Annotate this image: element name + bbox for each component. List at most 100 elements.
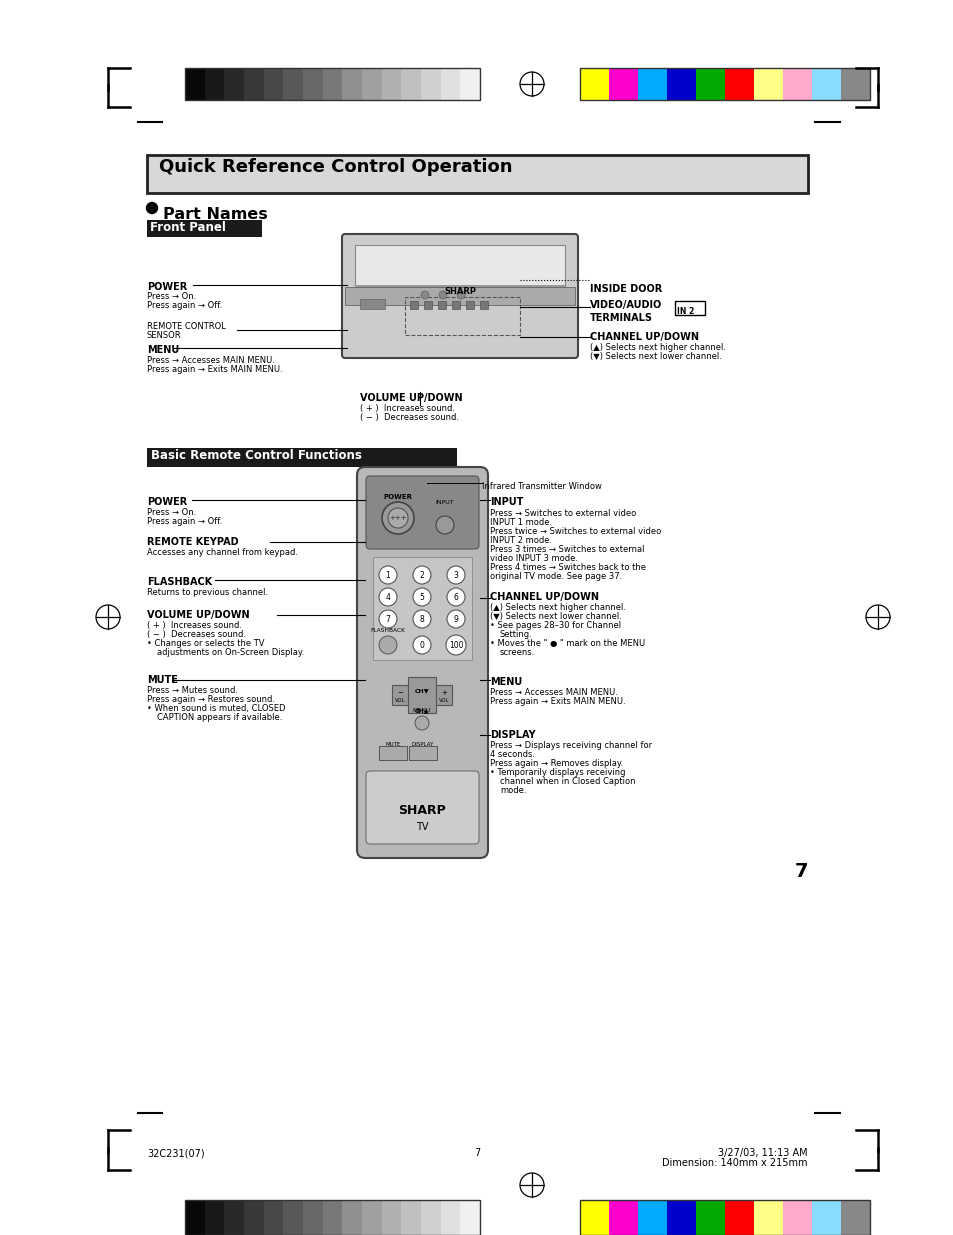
Text: MUTE: MUTE	[385, 741, 400, 746]
Bar	[579, 68, 608, 100]
Bar	[423, 301, 432, 309]
Text: CH▲: CH▲	[415, 709, 429, 714]
Text: Setting.: Setting.	[499, 630, 532, 638]
Text: Press → On.: Press → On.	[147, 508, 196, 517]
Bar	[147, 220, 262, 237]
Text: 7: 7	[474, 1149, 479, 1158]
Bar	[608, 68, 638, 100]
Text: ( − )  Decreases sound.: ( − ) Decreases sound.	[147, 630, 246, 638]
Bar	[410, 301, 417, 309]
Text: CHANNEL UP/DOWN: CHANNEL UP/DOWN	[490, 592, 598, 601]
Bar	[579, 1200, 869, 1235]
FancyBboxPatch shape	[341, 233, 578, 358]
Bar	[355, 245, 564, 287]
Text: SHARP: SHARP	[443, 288, 476, 296]
Bar	[696, 68, 724, 100]
Text: • See pages 28–30 for Channel: • See pages 28–30 for Channel	[490, 621, 620, 630]
Circle shape	[378, 566, 396, 584]
Bar	[355, 285, 564, 289]
Text: • Temporarily displays receiving: • Temporarily displays receiving	[490, 768, 625, 777]
Bar	[437, 301, 446, 309]
Text: mode.: mode.	[499, 785, 526, 795]
Text: ( + )  Increases sound.: ( + ) Increases sound.	[359, 404, 455, 412]
Bar	[401, 1200, 420, 1235]
Bar	[205, 68, 224, 100]
Text: Press again → Removes display.: Press again → Removes display.	[490, 760, 622, 768]
Bar	[841, 1200, 869, 1235]
Bar	[373, 557, 472, 659]
Text: FLASHBACK: FLASHBACK	[147, 577, 212, 587]
Text: ( − )  Decreases sound.: ( − ) Decreases sound.	[359, 412, 458, 422]
Bar	[378, 746, 407, 760]
Text: (▼) Selects next lower channel.: (▼) Selects next lower channel.	[490, 613, 621, 621]
Text: Press again → Restores sound.: Press again → Restores sound.	[147, 695, 274, 704]
Bar	[579, 1200, 608, 1235]
Text: TV: TV	[416, 823, 428, 832]
Bar	[465, 301, 474, 309]
Circle shape	[446, 635, 465, 655]
Text: VIDEO/AUDIO: VIDEO/AUDIO	[589, 300, 661, 310]
Text: Quick Reference Control Operation: Quick Reference Control Operation	[159, 158, 512, 177]
Bar	[753, 68, 782, 100]
Bar	[666, 68, 696, 100]
Bar	[205, 1200, 224, 1235]
Text: CHANNEL UP/DOWN: CHANNEL UP/DOWN	[589, 332, 699, 342]
Text: SENSOR: SENSOR	[147, 331, 181, 340]
Text: Basic Remote Control Functions: Basic Remote Control Functions	[151, 450, 361, 462]
Bar	[401, 68, 420, 100]
Bar	[185, 1200, 205, 1235]
Text: Press 4 times → Switches back to the: Press 4 times → Switches back to the	[490, 563, 645, 572]
Bar	[782, 1200, 811, 1235]
Circle shape	[381, 501, 414, 534]
Text: video INPUT 3 mode.: video INPUT 3 mode.	[490, 555, 578, 563]
Circle shape	[438, 291, 447, 299]
Bar	[224, 1200, 244, 1235]
Bar	[841, 68, 869, 100]
Bar	[420, 1200, 440, 1235]
Bar	[408, 677, 436, 713]
Bar	[342, 68, 361, 100]
Bar	[342, 1200, 361, 1235]
Text: (▲) Selects next higher channel.: (▲) Selects next higher channel.	[589, 343, 725, 352]
Text: MENU: MENU	[147, 345, 179, 354]
Bar	[409, 746, 436, 760]
Text: Press twice → Switches to external video: Press twice → Switches to external video	[490, 527, 660, 536]
Text: Press → Switches to external video: Press → Switches to external video	[490, 509, 636, 517]
Text: 3: 3	[453, 571, 458, 579]
Bar	[675, 301, 704, 315]
Bar	[460, 1200, 479, 1235]
Text: Press again → Off.: Press again → Off.	[147, 301, 222, 310]
Text: CH▼: CH▼	[415, 688, 429, 694]
Bar	[244, 68, 263, 100]
Text: 6: 6	[453, 593, 458, 601]
Bar	[185, 68, 479, 100]
Text: 2: 2	[419, 571, 424, 579]
Circle shape	[413, 588, 431, 606]
Text: MENU: MENU	[413, 708, 431, 713]
Circle shape	[420, 291, 429, 299]
Bar	[147, 156, 807, 193]
Bar	[724, 68, 753, 100]
Text: 0: 0	[419, 641, 424, 650]
Circle shape	[413, 566, 431, 584]
Circle shape	[147, 203, 157, 214]
Circle shape	[413, 610, 431, 629]
Bar	[361, 1200, 381, 1235]
Bar	[696, 1200, 724, 1235]
Bar	[263, 68, 283, 100]
Bar	[322, 68, 342, 100]
Text: REMOTE KEYPAD: REMOTE KEYPAD	[147, 537, 238, 547]
Bar	[345, 287, 575, 305]
Text: screens.: screens.	[499, 648, 535, 657]
Bar	[638, 68, 666, 100]
Text: • When sound is muted, CLOSED: • When sound is muted, CLOSED	[147, 704, 285, 713]
Bar	[638, 1200, 666, 1235]
Bar	[452, 301, 459, 309]
Text: Press → Mutes sound.: Press → Mutes sound.	[147, 685, 237, 695]
Bar	[405, 296, 519, 335]
Bar	[381, 1200, 401, 1235]
Text: Press → On.: Press → On.	[147, 291, 196, 301]
Bar	[147, 448, 456, 467]
Text: POWER: POWER	[147, 496, 187, 508]
Text: 4: 4	[385, 593, 390, 601]
